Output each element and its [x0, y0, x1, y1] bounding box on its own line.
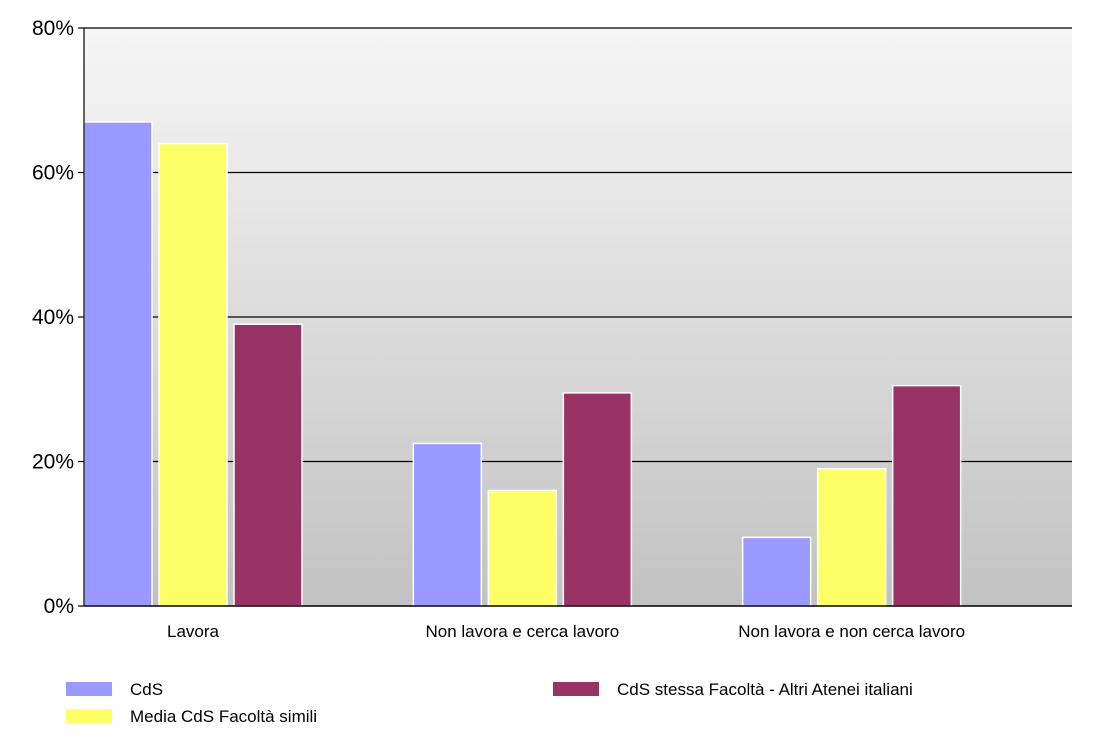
y-tick-label: 60%: [32, 162, 74, 185]
bar: [412, 442, 483, 607]
bar: [158, 142, 228, 607]
bar: [83, 121, 153, 607]
legend-swatch: [553, 682, 599, 696]
legend-swatch: [66, 709, 112, 723]
legend-label: CdS stessa Facoltà - Altri Atenei italia…: [617, 680, 913, 699]
bar: [487, 489, 558, 607]
x-tick-label: Non lavora e non cerca lavoro: [738, 622, 965, 641]
y-tick-label: 20%: [32, 451, 74, 474]
bar: [562, 392, 633, 607]
legend-label: Media CdS Facoltà simili: [130, 707, 317, 726]
legend-label: CdS: [130, 680, 163, 699]
x-tick-label: Non lavora e cerca lavoro: [425, 622, 619, 641]
bar: [816, 467, 887, 607]
bar: [233, 323, 303, 607]
legend-item: CdS: [66, 680, 163, 699]
x-tick-label: Lavora: [167, 622, 220, 641]
legend-item: Media CdS Facoltà simili: [66, 707, 317, 726]
y-tick-label: 0%: [44, 595, 74, 618]
y-tick-label: 40%: [32, 306, 74, 329]
bar: [741, 536, 812, 607]
legend-swatch: [66, 682, 112, 696]
legend-item: CdS stessa Facoltà - Altri Atenei italia…: [553, 680, 913, 699]
bar: [891, 384, 962, 607]
y-tick-label: 80%: [32, 17, 74, 40]
